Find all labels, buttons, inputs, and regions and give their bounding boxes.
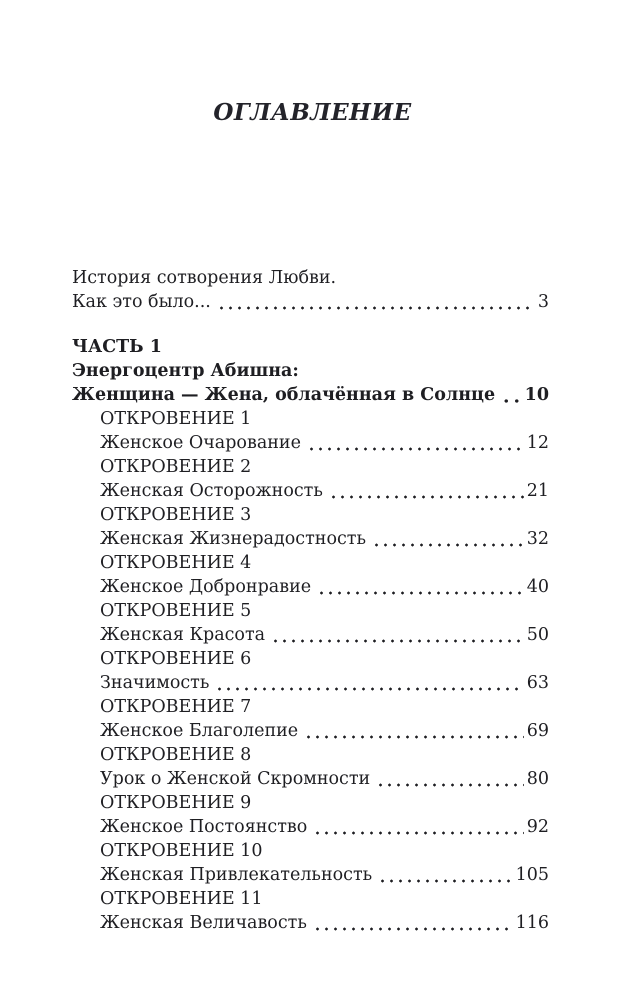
toc-entry-label: Женское Благолепие — [100, 721, 299, 741]
toc-dot-leader — [214, 290, 535, 314]
toc-entry-label: Женское Постоянство — [100, 817, 308, 837]
toc-entry-label: ОТКРОВЕНИЕ 1 — [100, 409, 252, 429]
toc-entry: Женское Благолепие 69 — [72, 719, 549, 743]
toc-dot-leader — [311, 815, 524, 839]
toc-entry-label: Энергоцентр Абишна: — [72, 361, 299, 381]
toc-page-number: 69 — [526, 721, 549, 741]
toc-entry-label: Женская Жизнерадостность — [100, 529, 366, 549]
page-title: ОГЛАВЛЕНИЕ — [213, 99, 412, 126]
toc-page-number: 10 — [524, 385, 549, 405]
toc-entry: Женская Привлекательность 105 — [72, 863, 549, 887]
toc-entry: ОТКРОВЕНИЕ 3 — [72, 503, 549, 527]
toc-entry-label: ОТКРОВЕНИЕ 2 — [100, 457, 252, 477]
toc-list: История сотворения Любви. Как это было...… — [72, 266, 549, 935]
toc-entry-label: ЧАСТЬ 1 — [72, 337, 162, 357]
toc-entry: ОТКРОВЕНИЕ 8 — [72, 743, 549, 767]
toc-entry: Как это было... 3 — [72, 290, 549, 314]
toc-entry: Женщина — Жена, облачённая в Солнце 10 — [72, 383, 549, 407]
toc-page-number: 32 — [526, 529, 549, 549]
toc-page-number: 116 — [515, 913, 549, 933]
toc-entry-label: Женская Привлекательность — [100, 865, 373, 885]
toc-entry-label: Как это было... — [72, 292, 211, 312]
toc-entry-label: Значимость — [100, 673, 210, 693]
toc-entry-label: ОТКРОВЕНИЕ 11 — [100, 889, 263, 909]
toc-entry-label: Женская Осторожность — [100, 481, 323, 501]
toc-entry: Женская Красота 50 — [72, 623, 549, 647]
toc-dot-leader — [374, 767, 524, 791]
toc-dot-leader — [269, 623, 524, 647]
toc-dot-leader — [315, 575, 524, 599]
toc-entry: ОТКРОВЕНИЕ 9 — [72, 791, 549, 815]
toc-page-number: 63 — [526, 673, 549, 693]
toc-page-number: 3 — [537, 292, 549, 312]
toc-entry: Женское Очарование 12 — [72, 431, 549, 455]
toc-page-number: 50 — [526, 625, 549, 645]
toc-dot-leader — [499, 383, 522, 407]
toc-entry-label: Женское Добронравие — [100, 577, 312, 597]
toc-dot-leader — [302, 719, 524, 743]
toc-entry-label: ОТКРОВЕНИЕ 7 — [100, 697, 252, 717]
toc-page-number: 105 — [515, 865, 549, 885]
toc-entry-label: ОТКРОВЕНИЕ 8 — [100, 745, 252, 765]
toc-entry: ОТКРОВЕНИЕ 1 — [72, 407, 549, 431]
toc-page-number: 40 — [526, 577, 549, 597]
toc-entry-label: ОТКРОВЕНИЕ 6 — [100, 649, 252, 669]
toc-dot-leader — [376, 863, 513, 887]
toc-entry-label: Урок о Женской Скромности — [100, 769, 371, 789]
toc-entry-label: История сотворения Любви. — [72, 268, 337, 288]
toc-entry: ЧАСТЬ 1 — [72, 335, 549, 359]
toc-entry-label: Женское Очарование — [100, 433, 301, 453]
toc-entry: Энергоцентр Абишна: — [72, 359, 549, 383]
toc-entry: Женское Добронравие 40 — [72, 575, 549, 599]
toc-dot-leader — [304, 431, 524, 455]
toc-entry: Женская Величавость 116 — [72, 911, 549, 935]
toc-entry: Урок о Женской Скромности 80 — [72, 767, 549, 791]
toc-dot-leader — [370, 527, 524, 551]
toc-entry-label: Женская Красота — [100, 625, 266, 645]
toc-entry-label: ОТКРОВЕНИЕ 10 — [100, 841, 263, 861]
toc-dot-leader — [310, 911, 513, 935]
toc-entry: ОТКРОВЕНИЕ 6 — [72, 647, 549, 671]
toc-page-number: 92 — [526, 817, 549, 837]
toc-entry: Женская Осторожность 21 — [72, 479, 549, 503]
toc-page-number: 21 — [526, 481, 549, 501]
toc-entry: История сотворения Любви. — [72, 266, 549, 290]
toc-page-number: 80 — [526, 769, 549, 789]
toc-entry-label: ОТКРОВЕНИЕ 4 — [100, 553, 252, 573]
toc-dot-leader — [213, 671, 524, 695]
toc-entry: ОТКРОВЕНИЕ 4 — [72, 551, 549, 575]
toc-entry: ОТКРОВЕНИЕ 10 — [72, 839, 549, 863]
toc-entry: ОТКРОВЕНИЕ 5 — [72, 599, 549, 623]
toc-dot-leader — [326, 479, 524, 503]
toc-entry: Женское Постоянство 92 — [72, 815, 549, 839]
toc-page-number: 12 — [526, 433, 549, 453]
toc-entry: ОТКРОВЕНИЕ 2 — [72, 455, 549, 479]
toc-entry-label: ОТКРОВЕНИЕ 9 — [100, 793, 252, 813]
toc-entry: ОТКРОВЕНИЕ 11 — [72, 887, 549, 911]
toc-entry-label: ОТКРОВЕНИЕ 3 — [100, 505, 252, 525]
toc-entry: Значимость 63 — [72, 671, 549, 695]
toc-entry-label: Женская Величавость — [100, 913, 307, 933]
toc-entry-label: ОТКРОВЕНИЕ 5 — [100, 601, 252, 621]
toc-entry: ОТКРОВЕНИЕ 7 — [72, 695, 549, 719]
toc-entry-label: Женщина — Жена, облачённая в Солнце — [72, 385, 496, 405]
toc-entry: Женская Жизнерадостность 32 — [72, 527, 549, 551]
